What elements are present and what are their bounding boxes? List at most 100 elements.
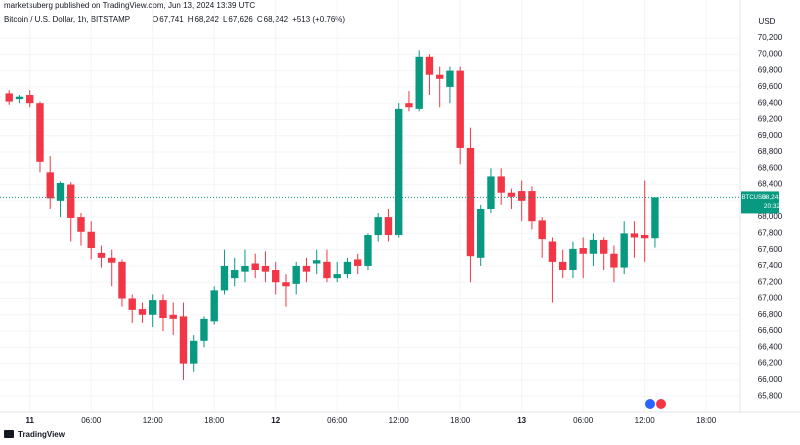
plot xyxy=(0,0,740,412)
candle-body xyxy=(56,182,65,201)
candle-body xyxy=(558,261,567,271)
candle-body xyxy=(220,265,229,291)
candle-body xyxy=(333,274,341,279)
candle-body xyxy=(538,220,546,240)
y-tick-label: 69,400 xyxy=(758,98,783,107)
candle-body xyxy=(118,261,126,299)
candle-body xyxy=(169,314,177,319)
candle-body xyxy=(179,316,188,364)
y-tick-label: 70,000 xyxy=(758,49,783,58)
candle-body xyxy=(128,298,136,310)
logo-icon xyxy=(4,430,14,438)
y-tick-label: 67,800 xyxy=(758,229,783,238)
y-tick-label: 67,000 xyxy=(758,294,783,303)
x-tick-label: 06:00 xyxy=(327,416,348,425)
y-tick-label: 68,800 xyxy=(758,147,783,156)
x-tick-label: 12:00 xyxy=(389,416,410,425)
candle-body xyxy=(477,208,485,258)
candle-body xyxy=(579,248,587,254)
candle-body xyxy=(46,172,54,199)
x-tick-label: 11 xyxy=(25,416,34,425)
price-tag-symbol: BTCUSD xyxy=(742,195,767,201)
event-icon xyxy=(656,399,666,409)
candle-body xyxy=(241,265,249,272)
price-tag-price: 68,242 xyxy=(762,194,782,201)
x-tick-label: 18:00 xyxy=(696,416,717,425)
y-tick-label: 66,000 xyxy=(758,375,783,384)
candle-body xyxy=(272,270,280,283)
candle-body xyxy=(528,191,536,222)
y-tick-label: 66,600 xyxy=(758,326,783,335)
candle-body xyxy=(77,217,85,232)
y-tick-label: 69,800 xyxy=(758,66,783,75)
y-tick-label: 67,600 xyxy=(758,245,783,254)
candle-body xyxy=(518,191,526,201)
brand: TradingView xyxy=(18,430,66,439)
candle-body xyxy=(15,96,24,100)
ohlc-value: 67,741 xyxy=(159,15,184,24)
y-tick-label: 68,400 xyxy=(758,180,783,189)
x-tick-label: 12:00 xyxy=(143,416,164,425)
candle-body xyxy=(630,233,639,238)
x-tick-label: 06:00 xyxy=(573,416,594,425)
price-tag xyxy=(741,191,779,214)
y-tick-label: 66,200 xyxy=(758,359,783,368)
candle-body xyxy=(610,253,618,268)
candle-body xyxy=(436,74,444,79)
y-tick-label: 69,000 xyxy=(758,131,783,140)
candle-body xyxy=(97,252,106,258)
y-tick-label: 67,400 xyxy=(758,261,783,270)
candle-body xyxy=(292,265,300,284)
x-tick-label: 18:00 xyxy=(204,416,225,425)
candle-body xyxy=(384,217,393,236)
y-tick-label: 69,600 xyxy=(758,82,783,91)
candle-body xyxy=(620,233,628,268)
candle-body xyxy=(323,261,331,279)
candle-body xyxy=(210,290,218,322)
candle-body xyxy=(487,176,495,209)
candle-body xyxy=(589,239,598,254)
candle-body xyxy=(415,56,423,109)
change: +513 (+0.76%) xyxy=(292,15,345,24)
y-tick-label: 66,400 xyxy=(758,342,783,351)
y-tick-label: 66,800 xyxy=(758,310,783,319)
candle-body xyxy=(364,235,372,266)
candle-body xyxy=(36,103,44,162)
candle-body xyxy=(26,95,34,104)
candle-body xyxy=(569,248,577,271)
candle-body xyxy=(190,340,198,364)
candle-body xyxy=(302,265,311,272)
x-tick-label: 18:00 xyxy=(450,416,471,425)
ohlc-label: L xyxy=(223,15,228,24)
candle-body xyxy=(374,217,382,236)
candle-body xyxy=(599,239,608,254)
x-tick-label: 06:00 xyxy=(81,416,102,425)
attribution: marketsuberg published on TradingView.co… xyxy=(4,1,255,10)
ohlc-value: 68,242 xyxy=(194,15,219,24)
ohlc-label: O xyxy=(152,15,158,24)
candle-body xyxy=(67,184,75,218)
candle-body xyxy=(405,103,413,108)
candle-body xyxy=(251,263,259,271)
candle-body xyxy=(200,318,208,341)
candle-body xyxy=(261,265,270,272)
candle-body xyxy=(159,300,167,319)
candle-body xyxy=(149,300,157,315)
candle-body xyxy=(456,70,464,148)
x-tick-label: 12:00 xyxy=(635,416,656,425)
x-tick-label: 12 xyxy=(271,416,280,425)
price-tag-countdown: 20:32 xyxy=(764,203,781,210)
ohlc-value: 67,626 xyxy=(228,15,253,24)
candle-body xyxy=(548,241,557,262)
candle-body xyxy=(108,257,116,263)
candle-body xyxy=(640,235,649,239)
candle-body xyxy=(507,192,516,197)
candle-body xyxy=(354,259,362,266)
candle-body xyxy=(343,261,352,275)
y-tick-label: 69,200 xyxy=(758,115,783,124)
ohlc-label: H xyxy=(188,15,194,24)
candle-body xyxy=(87,231,95,249)
candle-body xyxy=(5,93,13,102)
